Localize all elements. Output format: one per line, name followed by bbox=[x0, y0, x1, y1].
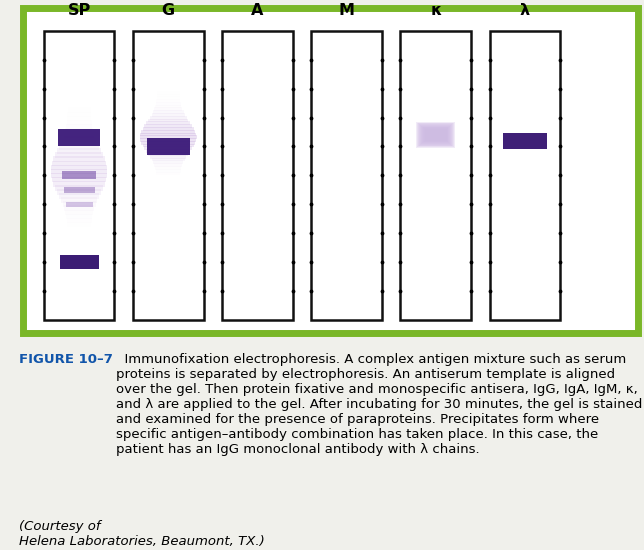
Text: λ: λ bbox=[520, 3, 530, 18]
Bar bbox=[153, 110, 184, 114]
Text: M: M bbox=[339, 3, 355, 18]
Bar bbox=[57, 189, 101, 195]
Bar bbox=[59, 144, 99, 150]
Text: FIGURE 10–7: FIGURE 10–7 bbox=[19, 353, 113, 366]
Bar bbox=[311, 31, 382, 320]
Bar bbox=[150, 116, 187, 119]
Bar bbox=[62, 201, 95, 207]
Bar bbox=[64, 186, 95, 193]
Bar bbox=[419, 124, 453, 146]
Bar bbox=[66, 218, 91, 223]
Bar bbox=[141, 141, 195, 145]
Bar bbox=[53, 181, 105, 186]
Bar bbox=[44, 31, 115, 320]
Bar bbox=[67, 222, 91, 227]
Bar bbox=[423, 128, 448, 142]
Bar bbox=[417, 123, 454, 147]
Bar bbox=[144, 124, 193, 128]
Bar bbox=[68, 112, 91, 117]
Bar bbox=[152, 158, 185, 162]
Bar bbox=[156, 94, 180, 97]
Bar bbox=[424, 128, 448, 142]
Bar bbox=[51, 164, 107, 170]
Bar bbox=[422, 126, 450, 143]
Bar bbox=[68, 107, 91, 113]
Bar bbox=[64, 132, 94, 138]
Bar bbox=[66, 124, 92, 129]
Bar bbox=[66, 213, 92, 219]
Bar bbox=[52, 161, 106, 166]
Bar bbox=[61, 197, 97, 203]
Bar bbox=[421, 125, 451, 145]
Bar bbox=[148, 119, 189, 123]
Bar bbox=[150, 155, 186, 158]
Bar bbox=[155, 166, 182, 170]
Bar bbox=[157, 91, 180, 95]
Bar bbox=[62, 136, 96, 141]
Bar bbox=[55, 185, 103, 191]
Bar bbox=[62, 171, 96, 179]
Bar bbox=[140, 138, 196, 142]
Bar bbox=[141, 130, 195, 134]
Bar bbox=[142, 127, 194, 131]
Bar bbox=[53, 157, 105, 162]
Bar bbox=[489, 31, 560, 320]
Bar bbox=[68, 103, 91, 109]
Bar bbox=[61, 140, 97, 146]
Bar bbox=[421, 126, 450, 144]
Bar bbox=[222, 31, 293, 320]
Bar bbox=[60, 255, 99, 270]
Bar bbox=[419, 124, 452, 146]
Bar bbox=[143, 144, 194, 147]
Bar bbox=[155, 163, 182, 167]
Bar bbox=[425, 129, 446, 141]
Bar bbox=[66, 120, 91, 125]
Bar bbox=[65, 210, 93, 215]
Text: SP: SP bbox=[68, 3, 91, 18]
Bar bbox=[417, 122, 455, 148]
Bar bbox=[147, 138, 189, 156]
Bar bbox=[52, 177, 106, 183]
Bar bbox=[133, 31, 204, 320]
Bar bbox=[148, 152, 188, 156]
Bar bbox=[64, 206, 94, 211]
Bar bbox=[401, 31, 471, 320]
Text: Immunofixation electrophoresis. A complex antigen mixture such as serum proteins: Immunofixation electrophoresis. A comple… bbox=[117, 353, 643, 456]
Bar bbox=[151, 113, 185, 117]
Text: κ: κ bbox=[430, 3, 442, 18]
Bar bbox=[51, 173, 107, 178]
Text: (Courtesy of
Helena Laboratories, Beaumont, TX.): (Courtesy of Helena Laboratories, Beaumo… bbox=[19, 520, 265, 548]
Bar bbox=[59, 193, 99, 199]
Bar bbox=[146, 122, 191, 125]
Bar bbox=[144, 146, 192, 150]
Bar bbox=[156, 96, 180, 100]
Bar bbox=[154, 107, 182, 111]
Bar bbox=[155, 104, 182, 108]
Bar bbox=[58, 129, 100, 146]
Bar bbox=[51, 169, 108, 174]
Bar bbox=[57, 148, 101, 154]
Bar bbox=[156, 169, 181, 173]
Bar bbox=[65, 128, 93, 134]
Bar bbox=[156, 102, 181, 106]
Bar bbox=[153, 161, 184, 164]
Bar bbox=[140, 135, 196, 139]
Bar bbox=[156, 99, 180, 103]
Bar bbox=[146, 149, 190, 153]
Bar bbox=[55, 152, 103, 158]
Bar bbox=[156, 172, 180, 175]
Text: G: G bbox=[162, 3, 175, 18]
Bar bbox=[503, 133, 547, 148]
Bar bbox=[66, 202, 93, 207]
Bar bbox=[140, 133, 196, 136]
Text: A: A bbox=[251, 3, 263, 18]
Bar bbox=[67, 116, 91, 121]
